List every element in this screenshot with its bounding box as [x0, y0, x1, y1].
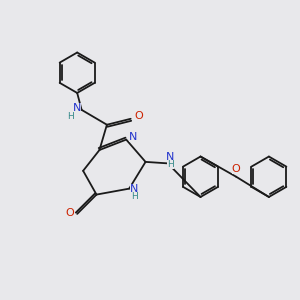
- Text: O: O: [135, 111, 143, 122]
- Text: N: N: [73, 103, 81, 113]
- Text: O: O: [232, 164, 241, 174]
- Text: N: N: [130, 184, 139, 194]
- Text: N: N: [129, 132, 137, 142]
- Text: H: H: [67, 112, 74, 121]
- Text: H: H: [167, 160, 174, 169]
- Text: H: H: [131, 192, 138, 201]
- Text: O: O: [65, 208, 74, 218]
- Text: N: N: [166, 152, 174, 162]
